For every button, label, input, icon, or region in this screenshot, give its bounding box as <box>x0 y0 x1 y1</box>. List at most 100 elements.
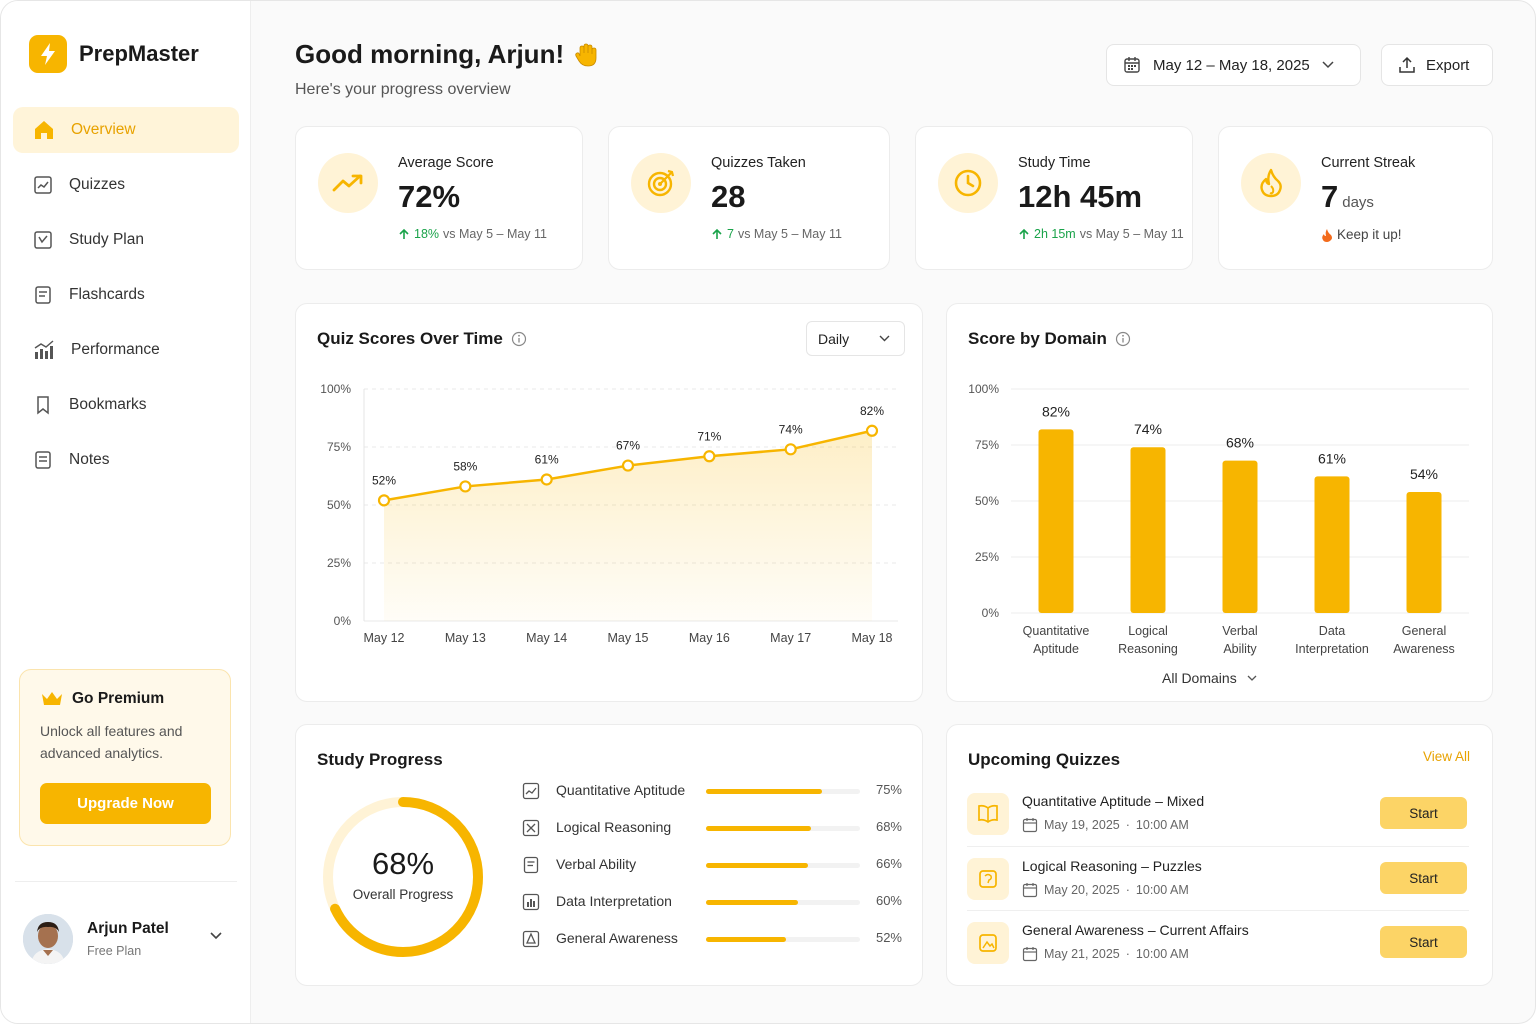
quiz-name[interactable]: Quantitative Aptitude – Mixed <box>1022 793 1205 809</box>
calendar-icon <box>1022 818 1038 833</box>
chevron-down-icon[interactable] <box>209 931 223 941</box>
x-tick-label: May 16 <box>689 631 730 645</box>
stat-card-average-score: Average Score 72% 18% vs May 5 – May 11 <box>295 126 583 270</box>
score-by-domain-bar-chart: 0% 25% 50% 75% 100% 82% Quantitative Aptitude 74… <box>968 382 1469 656</box>
sidebar-item-overview[interactable]: Overview <box>13 107 239 153</box>
x-tick-label: May 12 <box>364 631 405 645</box>
user-name: Arjun Patel <box>87 920 169 937</box>
upgrade-button[interactable]: Upgrade Now <box>40 783 211 824</box>
x-tick-label: Quantitative <box>1023 624 1090 638</box>
brand[interactable]: PrepMaster <box>29 35 199 73</box>
progress-value: 60% <box>875 893 902 908</box>
data-label: 54% <box>1410 466 1438 482</box>
premium-title: Go Premium <box>40 690 210 708</box>
date-range-picker[interactable]: May 12 – May 18, 2025 <box>1106 44 1361 86</box>
clock-icon <box>938 153 998 213</box>
arrow-up-icon <box>1019 228 1029 239</box>
stat-value: 7 days <box>1321 179 1374 214</box>
waving-hand-icon <box>575 43 597 66</box>
bar <box>1406 492 1442 613</box>
puzzle-icon <box>522 819 540 837</box>
domain-filter[interactable]: All Domains <box>1162 670 1257 686</box>
arrow-up-icon <box>399 228 409 239</box>
progress-track <box>706 863 860 868</box>
bar <box>1038 429 1074 613</box>
data-point <box>865 424 879 437</box>
stat-label: Study Time <box>1018 155 1091 171</box>
card-title: Quiz Scores Over Time <box>317 329 527 349</box>
data-label: 74% <box>779 422 803 436</box>
info-icon[interactable] <box>1115 331 1131 347</box>
quiz-schedule: May 19, 2025 · 10:00 AM <box>1022 817 1189 833</box>
y-tick-label: 50% <box>327 498 351 512</box>
stat-delta: 7 vs May 5 – May 11 <box>711 227 842 241</box>
quiz-item: Logical Reasoning – Puzzles May 20, 2025… <box>967 856 1469 920</box>
stat-value: 28 <box>711 179 746 214</box>
progress-row: Verbal Ability 66% <box>522 855 902 875</box>
progress-row: Quantitative Aptitude 75% <box>522 781 902 801</box>
quiz-scores-card: Quiz Scores Over Time Daily 0% 25% 50% 75% 1… <box>295 303 923 702</box>
progress-fill <box>706 937 787 942</box>
avatar <box>23 914 73 964</box>
overall-progress-value: 68% <box>372 846 434 881</box>
progress-value: 68% <box>875 819 902 834</box>
card-title: Upcoming Quizzes <box>968 750 1121 769</box>
data-label: 67% <box>616 439 640 453</box>
sidebar-item-label: Overview <box>71 121 136 138</box>
quiz-scores-line-chart: 0% 25% 50% 75% 100% 52% May 12 58% May 13 61% May … <box>320 382 898 645</box>
info-icon[interactable] <box>511 331 527 347</box>
sidebar-item-study-plan[interactable]: Study Plan <box>13 217 239 263</box>
user-profile[interactable]: Arjun Patel Free Plan <box>23 913 233 965</box>
sidebar-item-notes[interactable]: Notes <box>13 437 239 483</box>
divider <box>967 910 1469 911</box>
data-label: 82% <box>860 404 884 418</box>
x-tick-label: Interpretation <box>1295 642 1369 656</box>
progress-label: General Awareness <box>556 930 678 946</box>
chevron-down-icon <box>1247 675 1257 681</box>
overall-progress-ring: 68% Overall Progress <box>323 797 483 957</box>
card-title: Score by Domain <box>968 329 1131 349</box>
y-tick-label: 0% <box>982 606 1000 620</box>
progress-label: Data Interpretation <box>556 893 672 909</box>
view-all-link[interactable]: View All <box>1422 749 1470 764</box>
book-icon <box>967 793 1009 835</box>
progress-label: Quantitative Aptitude <box>556 782 686 798</box>
quiz-name[interactable]: General Awareness – Current Affairs <box>1022 922 1249 938</box>
sidebar-item-bookmarks[interactable]: Bookmarks <box>13 382 239 428</box>
sidebar-item-label: Performance <box>71 341 160 358</box>
start-quiz-button[interactable]: Start <box>1380 926 1467 958</box>
brand-name: PrepMaster <box>79 41 199 66</box>
page-subtitle: Here's your progress overview <box>295 81 511 98</box>
progress-value: 75% <box>875 782 902 797</box>
date-range-label: May 12 – May 18, 2025 <box>1153 56 1310 74</box>
stat-delta: 18% vs May 5 – May 11 <box>398 227 547 241</box>
fire-icon <box>1322 228 1332 242</box>
data-label: 74% <box>1134 421 1162 437</box>
page-title: Good morning, Arjun! <box>295 39 600 70</box>
quiz-name[interactable]: Logical Reasoning – Puzzles <box>1022 858 1202 874</box>
period-select[interactable]: Daily <box>806 321 905 356</box>
bar <box>1222 460 1258 613</box>
x-tick-label: May 14 <box>526 631 567 645</box>
sidebar-item-performance[interactable]: Performance <box>13 327 239 373</box>
progress-fill <box>706 789 822 794</box>
x-tick-label: May 15 <box>608 631 649 645</box>
data-label: 71% <box>697 429 721 443</box>
stat-label: Current Streak <box>1321 155 1416 171</box>
y-tick-label: 25% <box>975 550 999 564</box>
export-button[interactable]: Export <box>1381 44 1493 86</box>
y-tick-label: 75% <box>975 438 999 452</box>
sidebar-item-quizzes[interactable]: Quizzes <box>13 162 239 208</box>
start-quiz-button[interactable]: Start <box>1380 797 1467 829</box>
start-quiz-button[interactable]: Start <box>1380 862 1467 894</box>
data-point <box>703 450 716 463</box>
progress-label: Logical Reasoning <box>556 819 672 835</box>
progress-label: Verbal Ability <box>556 856 637 872</box>
x-tick-label: Ability <box>1223 642 1257 656</box>
sidebar-item-flashcards[interactable]: Flashcards <box>13 272 239 318</box>
home-icon <box>35 121 53 139</box>
chevron-down-icon <box>879 335 890 342</box>
data-label: 58% <box>453 459 477 473</box>
calendar-icon <box>1022 947 1038 962</box>
y-tick-label: 25% <box>327 556 351 570</box>
